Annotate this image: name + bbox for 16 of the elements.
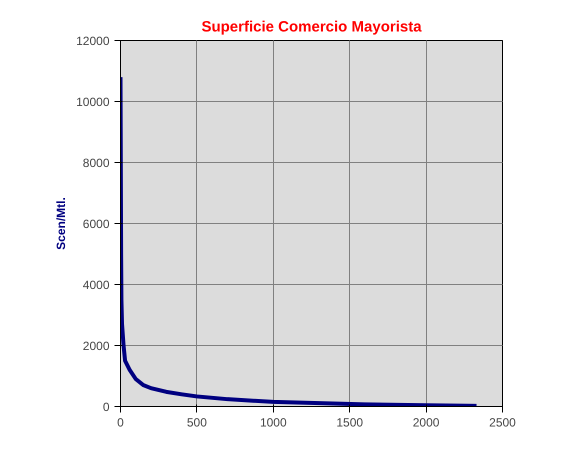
y-tick-label: 12000 bbox=[76, 34, 110, 48]
x-tick-label: 2000 bbox=[412, 416, 440, 430]
x-tick-label: 500 bbox=[186, 416, 208, 430]
y-tick-label: 8000 bbox=[82, 156, 110, 170]
x-tick-label: 2500 bbox=[489, 416, 516, 430]
y-tick-label: 2000 bbox=[82, 339, 110, 353]
line-series bbox=[120, 75, 479, 406]
x-tick-label: 1000 bbox=[260, 416, 287, 430]
y-tick-label: 10000 bbox=[76, 95, 110, 109]
x-tick-label: 0 bbox=[117, 416, 124, 430]
y-tick-label: 6000 bbox=[82, 217, 110, 231]
chart-title: Superficie Comercio Mayorista bbox=[201, 18, 422, 36]
y-tick-label: 0 bbox=[102, 400, 110, 414]
x-tick-label: 1500 bbox=[336, 416, 364, 430]
y-axis-title: Scen/Mtl. bbox=[54, 197, 68, 250]
y-tick-label: 4000 bbox=[82, 278, 110, 292]
